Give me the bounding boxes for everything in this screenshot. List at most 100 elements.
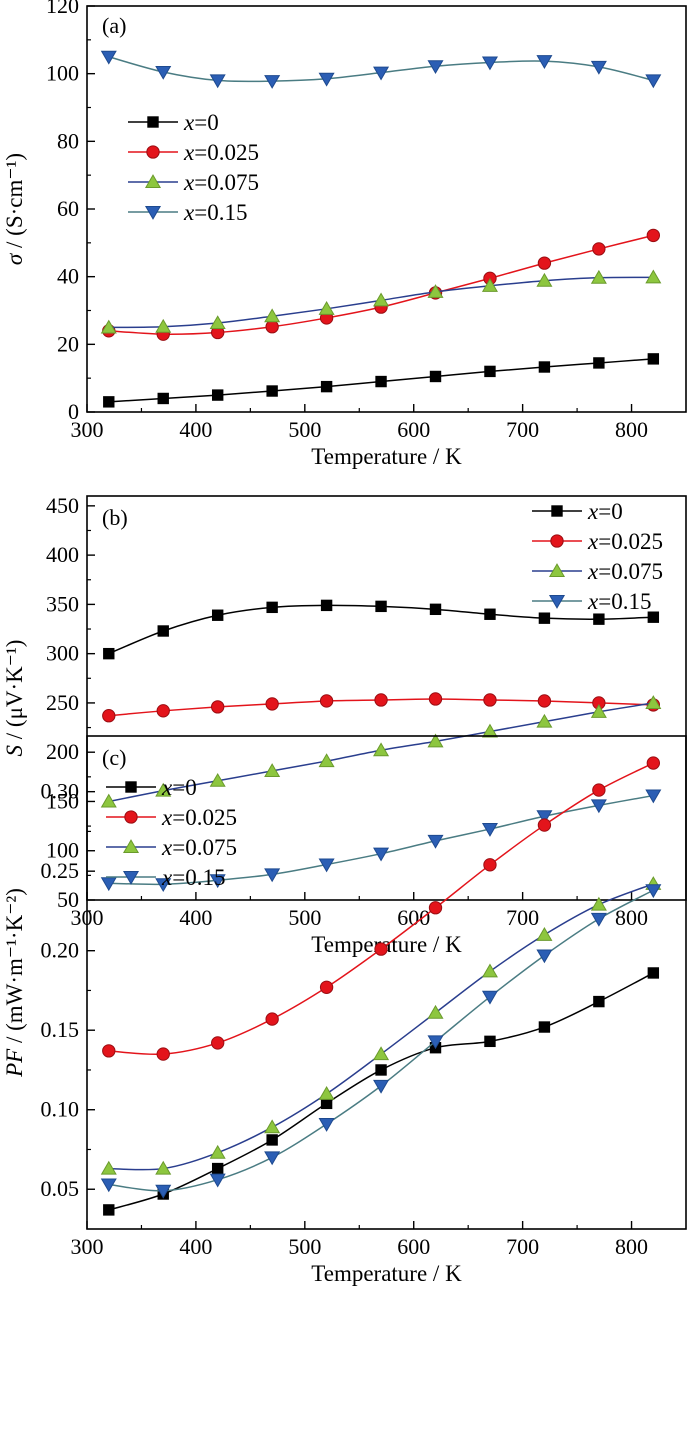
data-point — [593, 613, 605, 625]
y-tick-label: 40 — [57, 264, 79, 289]
legend-marker — [146, 145, 160, 159]
data-point — [645, 74, 662, 89]
data-point — [481, 990, 498, 1005]
legend-label: x=0.025 — [587, 529, 663, 554]
legend-value: =0.075 — [598, 559, 663, 584]
legend-value: =0.15 — [194, 200, 247, 225]
legend-marker — [144, 174, 162, 189]
data-point — [100, 50, 117, 65]
data-point — [318, 753, 335, 768]
y-tick-label: 120 — [46, 0, 79, 18]
data-point — [155, 782, 172, 797]
data-point — [481, 277, 498, 292]
data-point — [593, 995, 605, 1008]
legend-symbol: x — [183, 200, 195, 225]
legend-symbol: x — [161, 865, 173, 890]
legend-symbol: x — [587, 499, 599, 524]
y-tick-label: 100 — [46, 838, 79, 863]
chart-panel-a: 300 400 500 600 700 800 0 20 40 60 80 100 120 Tempera… — [2, 0, 687, 469]
legend-label: x=0.075 — [183, 170, 259, 195]
legend-marker — [144, 205, 162, 220]
y-tick-label: 0.25 — [41, 858, 80, 883]
data-point — [590, 60, 607, 75]
x-tick-label: 400 — [179, 905, 212, 930]
x-axis-title: Temperature / K — [311, 1261, 462, 1286]
data-point — [647, 353, 660, 365]
x-tick-label: 400 — [179, 1234, 212, 1259]
legend-marker — [125, 781, 137, 793]
data-point — [373, 742, 390, 757]
x-tick-label: 500 — [288, 905, 321, 930]
data-point — [318, 1085, 335, 1100]
data-point — [646, 756, 661, 770]
data-point — [647, 967, 660, 979]
legend-symbol: x — [183, 140, 195, 165]
legend-value: =0 — [598, 499, 622, 524]
y-tick-label: 50 — [57, 887, 79, 912]
data-point — [484, 1035, 496, 1048]
data-point — [427, 1035, 444, 1050]
y-tick-label: 250 — [46, 690, 79, 715]
chart-panel-b: 300 400 500 600 700 8005010015020025030035040… — [2, 493, 687, 957]
data-point — [209, 1144, 226, 1159]
data-point — [155, 1184, 172, 1199]
data-point — [375, 375, 387, 388]
data-point — [593, 357, 605, 369]
data-point — [264, 1119, 281, 1134]
data-point — [211, 1036, 225, 1050]
data-point — [211, 389, 224, 401]
legend-marker — [124, 810, 138, 824]
data-point — [103, 396, 115, 408]
data-point — [100, 1160, 117, 1175]
data-point — [266, 385, 278, 397]
data-point — [536, 272, 553, 287]
data-point — [537, 256, 552, 270]
legend-value: =0.15 — [598, 589, 651, 614]
series-x-0-025 — [102, 228, 661, 341]
series-x-0-15 — [100, 884, 662, 1199]
legend-symbol: x — [587, 589, 599, 614]
legend-value: =0.075 — [172, 835, 237, 860]
plot-frame — [86, 495, 687, 901]
legend-label: x=0 — [161, 775, 197, 800]
legend-value: =0.025 — [598, 529, 663, 554]
data-point — [538, 1021, 551, 1033]
data-point — [537, 818, 552, 832]
data-point — [209, 315, 226, 330]
chart-panel-c: 300 400 500 600 700 800 0.05 0.10 0.15 0.20 0.25 0.… — [2, 735, 687, 1286]
data-point — [157, 392, 169, 405]
data-point — [375, 1064, 387, 1076]
y-tick-label: 0 — [68, 399, 79, 424]
y-tick-label: 0.15 — [41, 1017, 80, 1042]
data-point — [319, 980, 334, 994]
data-point — [538, 612, 551, 624]
y-axis-symbol: S — [2, 744, 27, 756]
data-point — [481, 723, 498, 738]
series-x-0-075 — [100, 695, 662, 808]
y-tick-label: 80 — [57, 128, 79, 153]
data-point — [538, 361, 551, 373]
data-point — [484, 365, 496, 378]
data-point — [481, 963, 498, 978]
data-point — [374, 942, 388, 956]
data-point — [373, 66, 390, 81]
x-tick-label: 800 — [615, 417, 648, 442]
legend-value: =0 — [194, 110, 218, 135]
series-x-0-075 — [100, 269, 662, 334]
data-point — [429, 370, 442, 383]
data-point — [156, 704, 170, 718]
data-point — [590, 269, 607, 284]
data-point — [100, 1178, 117, 1193]
data-point — [427, 60, 444, 75]
y-tick-label: 200 — [46, 739, 79, 764]
data-point — [536, 713, 553, 728]
data-point — [102, 709, 116, 723]
data-point — [155, 1160, 172, 1175]
y-tick-label: 0.30 — [41, 779, 80, 804]
y-axis-unit: / (mW·m⁻¹·K⁻²) — [2, 888, 27, 1049]
y-axis-title: σ / (S·cm⁻¹) — [2, 153, 27, 265]
data-point — [646, 228, 661, 243]
